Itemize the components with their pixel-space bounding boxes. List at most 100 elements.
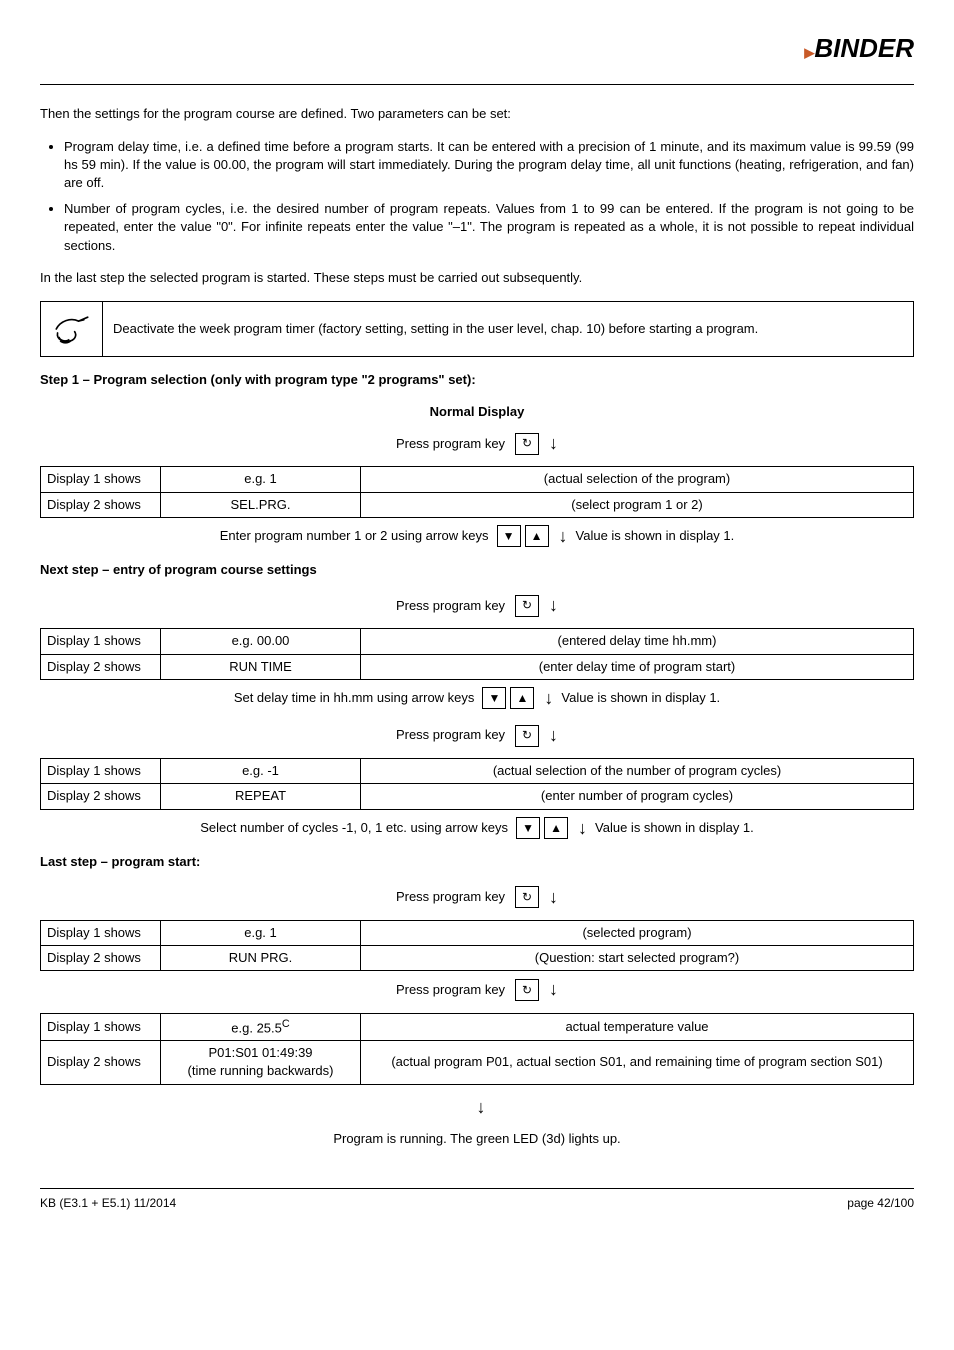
cell: SEL.PRG. [161,492,361,517]
cell: e.g. 1 [161,921,361,946]
arrow-down-icon: ↓ [559,524,568,549]
page-footer: KB (E3.1 + E5.1) 11/2014 page 42/100 [40,1195,914,1212]
table-row: Display 1 shows e.g. 25.5C actual temper… [41,1013,914,1041]
cell: P01:S01 01:49:39 (time running backwards… [161,1041,361,1084]
arrow-down-icon: ↓ [549,593,558,618]
logo-arrow-icon: ▶ [804,45,814,60]
arrow-down-icon: ↓ [477,1097,486,1117]
cell: Display 1 shows [41,921,161,946]
arrow-down-icon: ↓ [544,686,553,711]
cell: e.g. 00.00 [161,629,361,654]
cell: (selected program) [361,921,914,946]
cycle-key-icon: ↻ [515,725,539,747]
cell: RUN TIME [161,654,361,679]
time-note: (time running backwards) [167,1062,354,1080]
step1-table: Display 1 shows e.g. 1 (actual selection… [40,466,914,517]
press-key-label: Press program key [396,981,505,999]
press-key-label: Press program key [396,435,505,453]
cell: (actual program P01, actual section S01,… [361,1041,914,1084]
cycle-key-icon: ↻ [515,433,539,455]
down-key-icon: ▼ [482,687,506,709]
arrow-down-center: ↓ [40,1095,914,1120]
arrow-down-icon: ↓ [578,816,587,841]
last-step-text: In the last step the selected program is… [40,269,914,287]
running-text: Program is running. The green LED (3d) l… [40,1130,914,1148]
table-row: Display 1 shows e.g. 00.00 (entered dela… [41,629,914,654]
cycle-key-icon: ↻ [515,595,539,617]
table-row: Display 2 shows RUN TIME (enter delay ti… [41,654,914,679]
press-key-row: Press program key ↻ ↓ [40,431,914,456]
step2b-table: Display 1 shows e.g. -1 (actual selectio… [40,758,914,809]
cell: e.g. 1 [161,467,361,492]
arrow-down-icon: ↓ [549,723,558,748]
arrow-down-icon: ↓ [549,885,558,910]
divider [40,1188,914,1189]
footer-left: KB (E3.1 + E5.1) 11/2014 [40,1195,176,1212]
time-code: P01:S01 01:49:39 [167,1044,354,1062]
normal-display-heading: Normal Display [40,403,914,421]
hand-point-icon [41,302,103,356]
cell: Display 2 shows [41,654,161,679]
cell: actual temperature value [361,1013,914,1041]
table-row: Display 2 shows REPEAT (enter number of … [41,784,914,809]
note-callout: Deactivate the week program timer (facto… [40,301,914,357]
list-item: Number of program cycles, i.e. the desir… [64,200,914,255]
cell: Display 1 shows [41,759,161,784]
press-key-label: Press program key [396,597,505,615]
value-shown-label: Value is shown in display 1. [595,819,754,837]
cell: (entered delay time hh.mm) [361,629,914,654]
table-row: Display 1 shows e.g. 1 (actual selection… [41,467,914,492]
cell: Display 1 shows [41,629,161,654]
value-shown-label: Value is shown in display 1. [576,527,735,545]
cycle-key-icon: ↻ [515,886,539,908]
press-key-row: Press program key ↻ ↓ [40,723,914,748]
up-key-icon: ▲ [544,817,568,839]
down-key-icon: ▼ [497,525,521,547]
cell: Display 2 shows [41,784,161,809]
cell: Display 2 shows [41,946,161,971]
cell: e.g. 25.5C [161,1013,361,1041]
temp-value: e.g. 25.5 [231,1020,282,1035]
list-item: Program delay time, i.e. a defined time … [64,138,914,193]
cell: (select program 1 or 2) [361,492,914,517]
up-key-icon: ▲ [525,525,549,547]
press-key-label: Press program key [396,726,505,744]
divider [40,84,914,85]
set-delay-label: Set delay time in hh.mm using arrow keys [234,689,475,707]
value-row: Enter program number 1 or 2 using arrow … [40,524,914,549]
up-key-icon: ▲ [510,687,534,709]
cell: (enter number of program cycles) [361,784,914,809]
arrow-down-icon: ↓ [549,431,558,456]
cell: Display 2 shows [41,1041,161,1084]
cell: (Question: start selected program?) [361,946,914,971]
intro-paragraph: Then the settings for the program course… [40,105,914,123]
down-key-icon: ▼ [516,817,540,839]
footer-right: page 42/100 [847,1195,914,1212]
step3a-table: Display 1 shows e.g. 1 (selected program… [40,920,914,971]
cell: Display 1 shows [41,467,161,492]
cell: (actual selection of the number of progr… [361,759,914,784]
note-text: Deactivate the week program timer (facto… [103,314,913,344]
cell: (enter delay time of program start) [361,654,914,679]
value-row: Select number of cycles -1, 0, 1 etc. us… [40,816,914,841]
select-cycles-label: Select number of cycles -1, 0, 1 etc. us… [200,819,508,837]
brand-name: BINDER [814,33,914,63]
cell: Display 2 shows [41,492,161,517]
value-row: Set delay time in hh.mm using arrow keys… [40,686,914,711]
press-key-label: Press program key [396,888,505,906]
temp-unit: C [282,1018,290,1030]
next-step-heading: Next step – entry of program course sett… [40,561,914,579]
parameter-list: Program delay time, i.e. a defined time … [40,138,914,255]
cycle-key-icon: ↻ [515,979,539,1001]
table-row: Display 2 shows P01:S01 01:49:39 (time r… [41,1041,914,1084]
table-row: Display 1 shows e.g. -1 (actual selectio… [41,759,914,784]
press-key-row: Press program key ↻ ↓ [40,885,914,910]
table-row: Display 2 shows RUN PRG. (Question: star… [41,946,914,971]
press-key-row: Press program key ↻ ↓ [40,977,914,1002]
table-row: Display 2 shows SEL.PRG. (select program… [41,492,914,517]
table-row: Display 1 shows e.g. 1 (selected program… [41,921,914,946]
cell: RUN PRG. [161,946,361,971]
enter-prog-label: Enter program number 1 or 2 using arrow … [220,527,489,545]
arrow-down-icon: ↓ [549,977,558,1002]
cell: e.g. -1 [161,759,361,784]
